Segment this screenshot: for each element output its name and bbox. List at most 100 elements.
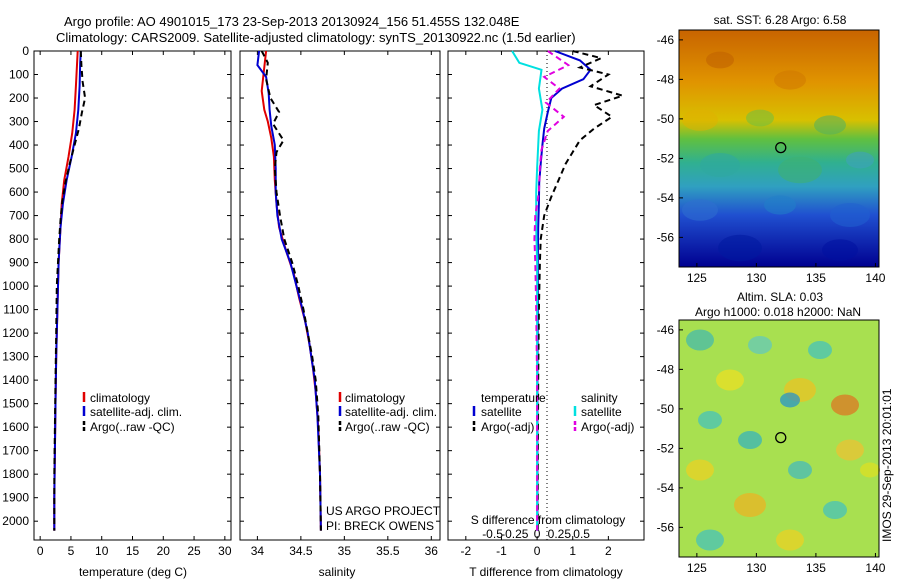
map-y-tick-label: -54 xyxy=(657,191,675,205)
x-tick-label: 20 xyxy=(157,544,171,558)
legend-label-argo: Argo(..raw -QC) xyxy=(345,420,430,434)
sla-field xyxy=(679,320,879,557)
series-line-satellite-adj-clim- xyxy=(256,50,322,531)
sla-map-frame xyxy=(678,319,880,558)
s-tick-label: -0.25 xyxy=(501,527,529,541)
map-x-tick-label: 125 xyxy=(687,561,707,575)
x-tick-label: 1 xyxy=(569,544,576,558)
sst-texture xyxy=(700,153,740,177)
x-tick-label: 34.5 xyxy=(289,544,313,558)
y-tick-label: 600 xyxy=(9,185,29,199)
x-tick-label: 35 xyxy=(338,544,352,558)
series-line-satellite-adj-clim- xyxy=(53,50,82,531)
legend-label-t-satellite: satellite xyxy=(481,405,522,419)
s-difference-label: S difference from climatology xyxy=(471,513,626,527)
x-tick-label: -1 xyxy=(496,544,507,558)
legend-label-climatology: climatology xyxy=(345,391,405,405)
salinity-legend: climatology satellite-adj. clim. Argo(..… xyxy=(338,391,437,434)
s-tick-label: 0.5 xyxy=(573,527,590,541)
sla-texture xyxy=(831,394,859,416)
y-tick-label: 400 xyxy=(9,138,29,152)
y-tick-label: 1500 xyxy=(2,397,29,411)
difference-legend: temperature satellite Argo(-adj) salinit… xyxy=(472,391,634,434)
y-tick-label: 100 xyxy=(9,68,29,82)
y-tick-label: 1200 xyxy=(2,326,29,340)
s-difference-x-axis: -0.5-0.25 0 0.25 0.5 xyxy=(482,527,590,541)
series-line-t-argo-adj- xyxy=(536,50,626,531)
temperature-panel: 0100200300400500600700800900100011001200… xyxy=(2,44,232,579)
sst-texture xyxy=(830,203,870,227)
sla-texture xyxy=(716,369,744,391)
sla-texture xyxy=(780,392,800,408)
map-x-tick-label: 135 xyxy=(806,561,826,575)
x-tick-label: 2 xyxy=(605,544,612,558)
sst-texture xyxy=(718,234,762,262)
y-tick-label: 0 xyxy=(22,44,29,58)
x-tick-label: 0 xyxy=(37,544,44,558)
legend-heading-temperature: temperature xyxy=(481,391,546,405)
map-y-tick-label: -48 xyxy=(657,362,675,376)
salinity-axes-frame xyxy=(239,50,441,541)
map-y-tick-label: -46 xyxy=(657,323,675,337)
temperature-x-axis: 0 5 10 15 20 25 30 xyxy=(37,51,232,558)
series-line-argo-raw-qc- xyxy=(53,50,87,531)
y-tick-label: 700 xyxy=(9,209,29,223)
temperature-axes-frame xyxy=(33,50,232,541)
legend-label-satellite: satellite-adj. clim. xyxy=(90,405,182,419)
map-y-tick-label: -56 xyxy=(657,230,675,244)
temperature-xlabel: temperature (deg C) xyxy=(79,565,187,579)
x-tick-label: 34 xyxy=(251,544,265,558)
sla-texture xyxy=(734,493,766,517)
sla-texture xyxy=(776,529,804,551)
sst-texture xyxy=(822,239,858,261)
sst-texture xyxy=(746,109,774,127)
y-tick-label: 200 xyxy=(9,91,29,105)
map-y-tick-label: -52 xyxy=(657,441,675,455)
sla-texture xyxy=(836,439,864,461)
map-x-tick-label: 135 xyxy=(806,271,826,285)
map-y-tick-label: -48 xyxy=(657,72,675,86)
figure-title-line2: Climatology: CARS2009. Satellite-adjuste… xyxy=(56,30,576,45)
map-x-tick-label: 130 xyxy=(746,271,766,285)
sla-map-subtitle: Argo h1000: 0.018 h2000: NaN xyxy=(695,305,861,319)
y-tick-label: 1400 xyxy=(2,373,29,387)
y-tick-label: 1800 xyxy=(2,467,29,481)
sla-map-title: Altim. SLA: 0.03 xyxy=(737,290,823,304)
sla-map-axes: 125 130 135 140 -46 -48 -50 -52 -54 -56 xyxy=(657,323,886,575)
map-y-tick-label: -52 xyxy=(657,151,675,165)
difference-axes-frame xyxy=(447,50,645,541)
map-x-tick-label: 125 xyxy=(687,271,707,285)
y-tick-label: 1100 xyxy=(3,303,29,317)
sst-texture xyxy=(706,51,734,69)
sla-texture xyxy=(860,462,880,478)
sst-texture xyxy=(682,109,718,131)
sst-field-detail xyxy=(682,51,874,262)
salinity-panel: 34 34.5 35 35.5 36 salinity climatology sate… xyxy=(239,50,441,579)
sst-texture xyxy=(846,151,874,169)
argo-location-marker xyxy=(775,431,787,444)
sst-texture xyxy=(778,156,822,184)
map-y-tick-label: -56 xyxy=(657,520,675,534)
sla-field-detail xyxy=(686,329,880,551)
y-tick-label: 300 xyxy=(9,115,29,129)
temperature-legend: climatology satellite-adj. clim. Argo(..… xyxy=(82,391,182,434)
x-tick-label: 36 xyxy=(425,544,439,558)
y-tick-label: 1600 xyxy=(2,420,29,434)
sla-texture xyxy=(808,341,832,359)
difference-panel: -2 -1 0 1 2 -0.5-0.25 0 0.25 0.5 S difference f… xyxy=(447,50,645,579)
sla-texture xyxy=(788,461,812,479)
y-tick-label: 500 xyxy=(9,162,29,176)
legend-label-climatology: climatology xyxy=(90,391,150,405)
sst-map-title: sat. SST: 6.28 Argo: 6.58 xyxy=(714,13,847,27)
series-line-t-satellite xyxy=(536,50,592,531)
sst-map-axes: 125 130 135 140 -46 -48 -50 -52 -54 -56 xyxy=(657,33,886,285)
s-tick-label: 0 xyxy=(534,527,541,541)
series-line-argo-raw-qc- xyxy=(260,50,322,531)
sla-texture xyxy=(748,336,772,354)
sst-texture xyxy=(764,195,796,215)
x-tick-label: 5 xyxy=(68,544,75,558)
map-y-tick-label: -54 xyxy=(657,481,675,495)
legend-label-satellite: satellite-adj. clim. xyxy=(345,405,437,419)
y-tick-label: 1700 xyxy=(2,444,29,458)
